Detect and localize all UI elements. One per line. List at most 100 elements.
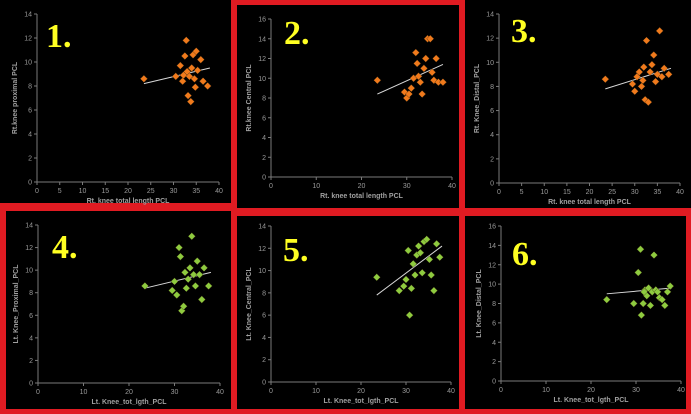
x-tick-label: 30 [402, 388, 410, 395]
data-point [182, 36, 191, 45]
y-tick-label: 6 [262, 313, 266, 320]
data-point [642, 36, 651, 45]
y-tick-label: 2 [490, 156, 494, 163]
y-tick-label: 6 [490, 108, 494, 115]
data-point [176, 252, 185, 261]
y-tick-label: 4 [490, 132, 494, 139]
x-tick-label: 40 [215, 188, 223, 195]
panel-number-badge: 2. [284, 15, 310, 52]
data-point [426, 34, 435, 43]
x-tick-label: 20 [586, 189, 594, 196]
data-point [421, 54, 430, 63]
data-point [644, 98, 653, 107]
data-point [666, 282, 675, 290]
data-point [414, 72, 423, 81]
scatter-panel-2: 0 2 4 6 8 10 12 14 16 0 10 20 30 40 Rt. knee total len… [237, 5, 459, 208]
data-point [653, 287, 662, 296]
y-tick-label: 2 [29, 358, 33, 365]
data-point [416, 78, 425, 87]
trend-line [376, 245, 443, 296]
data-point [634, 268, 643, 277]
data-point [182, 284, 191, 293]
y-tick-label: 12 [25, 245, 33, 252]
y-tick-label: 6 [492, 320, 496, 327]
data-point [140, 74, 148, 83]
data-point [639, 63, 648, 71]
data-point [439, 78, 447, 87]
scatter-panel-6: 0 2 4 6 8 10 12 14 16 0 10 20 30 40 Lt. Knee_tot_lgth_… [465, 216, 686, 409]
scatter-panel-1: 0 2 4 6 8 10 12 14 0 5 10 15 20 25 30 35 40 Rt. knee tota… [0, 0, 231, 205]
y-tick-label: 12 [24, 36, 32, 43]
data-point [432, 54, 441, 63]
x-tick-label: 10 [540, 189, 548, 196]
data-point [170, 277, 179, 286]
x-tick-label: 0 [499, 387, 503, 394]
scatter-panel-4: 0 2 4 6 8 10 12 14 0 10 20 30 40 Lt. Knee_tot_lgth_PC… [6, 211, 231, 409]
red-border-right [686, 208, 691, 414]
data-point [420, 64, 428, 73]
y-tick-label: 10 [488, 282, 496, 289]
y-tick-label: 0 [28, 180, 32, 187]
data-point [663, 287, 672, 296]
trend-line [606, 287, 673, 295]
data-point [414, 242, 423, 250]
data-point [181, 268, 189, 277]
x-tick-label: 10 [312, 388, 320, 395]
data-point [176, 61, 185, 70]
y-axis-title: Rt.knee Central PCL [246, 64, 253, 132]
red-border-top-middle [231, 0, 465, 5]
data-point [655, 27, 664, 35]
data-point [628, 80, 637, 88]
y-tick-label: 2 [262, 155, 266, 162]
x-tick-label: 30 [403, 183, 411, 190]
x-tick-label: 0 [269, 388, 273, 395]
red-border-left-bottom [0, 203, 6, 414]
y-tick-label: 12 [486, 36, 494, 43]
y-axis-title: Lt. Knee_Central_PCL [246, 267, 253, 341]
data-point [418, 268, 427, 277]
data-point [186, 97, 195, 106]
data-point [660, 301, 669, 310]
data-point [178, 77, 187, 86]
data-point [395, 286, 404, 295]
data-point [430, 286, 438, 295]
y-tick-label: 10 [258, 76, 266, 83]
scatter-chart-4: 0 2 4 6 8 10 12 14 0 10 20 30 40 Lt. Knee_tot_lgth_PC… [13, 223, 224, 407]
data-point [191, 282, 200, 290]
scatter-panel-5: 0 2 4 6 8 10 12 14 0 10 20 30 40 Lt. Knee_tot_lgth_PC… [237, 216, 459, 409]
data-point [184, 91, 192, 100]
data-point [179, 71, 188, 80]
x-tick-label: 25 [147, 188, 155, 195]
data-point [658, 72, 666, 81]
x-axis-title: Rt. knee total length PCL [87, 198, 171, 205]
data-point [193, 257, 202, 265]
y-tick-label: 14 [258, 36, 266, 43]
scatter-chart-5: 0 2 4 6 8 10 12 14 0 10 20 30 40 Lt. Knee_tot_lgth_PC… [246, 224, 455, 406]
data-point [650, 251, 658, 259]
y-tick-label: 10 [24, 60, 32, 67]
y-tick-label: 4 [262, 335, 266, 342]
x-tick-label: 5 [58, 188, 62, 195]
data-point [432, 239, 441, 248]
x-axis-title: Lt. Knee_tot_lgth_PCL [91, 399, 167, 406]
y-tick-label: 4 [29, 335, 33, 342]
data-point [409, 260, 418, 268]
y-tick-label: 14 [258, 224, 266, 231]
x-tick-label: 0 [269, 183, 273, 190]
y-tick-label: 12 [258, 246, 266, 253]
y-tick-label: 0 [262, 175, 266, 182]
scatter-chart-2: 0 2 4 6 8 10 12 14 16 0 10 20 30 40 Rt. knee total len… [246, 17, 456, 201]
data-point [141, 282, 149, 290]
y-tick-label: 16 [488, 224, 496, 231]
data-point [411, 271, 419, 279]
x-tick-label: 40 [447, 388, 455, 395]
data-point [639, 76, 647, 85]
x-tick-label: 0 [36, 389, 40, 396]
y-tick-label: 6 [28, 108, 32, 115]
x-tick-label: 10 [79, 188, 87, 195]
y-tick-label: 0 [492, 379, 496, 386]
x-tick-label: 15 [563, 189, 571, 196]
data-point [629, 299, 638, 308]
data-point [405, 311, 414, 320]
y-tick-label: 8 [262, 290, 266, 297]
